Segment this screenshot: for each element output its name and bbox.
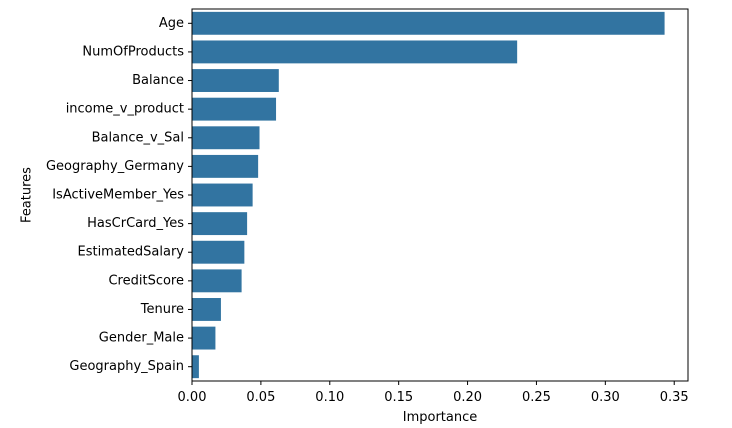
y-axis-label: Features: [20, 167, 35, 223]
bar-Balance: [192, 69, 279, 92]
bar-Gender_Male: [192, 326, 216, 350]
x-tick-labels: 0.00 0.05 0.10 0.15 0.20 0.25 0.30 0.35: [178, 381, 689, 405]
bar-Tenure: [192, 298, 221, 321]
bar-NumOfProducts: [192, 40, 518, 64]
y-tick-label: income_v_product: [66, 102, 184, 117]
bar-income_v_product: [192, 97, 277, 121]
y-tick-label: Age: [159, 16, 184, 31]
y-tick-label: IsActiveMember_Yes: [52, 188, 184, 203]
x-tick-label: 0.15: [384, 390, 413, 405]
y-tick-label: HasCrCard_Yes: [87, 216, 184, 231]
x-axis-label: Importance: [403, 410, 478, 425]
bar-HasCrCard_Yes: [192, 212, 248, 236]
axes-frame: [191, 8, 689, 382]
x-tick-label: 0.00: [178, 390, 207, 405]
y-tick-label: EstimatedSalary: [77, 245, 184, 260]
y-tick-label: CreditScore: [108, 273, 184, 288]
x-tick-label: 0.30: [591, 390, 620, 405]
bar-Geography_Spain: [192, 355, 199, 379]
bar-CreditScore: [192, 269, 242, 293]
bar-Geography_Germany: [192, 154, 259, 178]
x-tick-label: 0.10: [315, 390, 344, 405]
y-tick-label: Gender_Male: [99, 331, 184, 346]
x-tick-label: 0.20: [453, 390, 482, 405]
y-tick-label: Balance_v_Sal: [92, 130, 184, 145]
bars: [192, 11, 665, 379]
y-tick-labels: Age NumOfProducts Balance income_v_product B…: [46, 16, 192, 374]
bar-EstimatedSalary: [192, 240, 245, 264]
x-tick-label: 0.05: [246, 390, 275, 405]
x-tick-label: 0.25: [522, 390, 551, 405]
bar-Age: [192, 11, 665, 35]
y-tick-label: Geography_Spain: [69, 359, 184, 374]
bar-IsActiveMember_Yes: [192, 183, 253, 207]
y-tick-label: NumOfProducts: [82, 44, 184, 59]
y-tick-label: Balance: [132, 73, 184, 88]
bar-Balance_v_Sal: [192, 126, 260, 150]
y-tick-label: Tenure: [140, 302, 184, 317]
x-tick-label: 0.35: [660, 390, 689, 405]
y-tick-label: Geography_Germany: [46, 159, 184, 174]
